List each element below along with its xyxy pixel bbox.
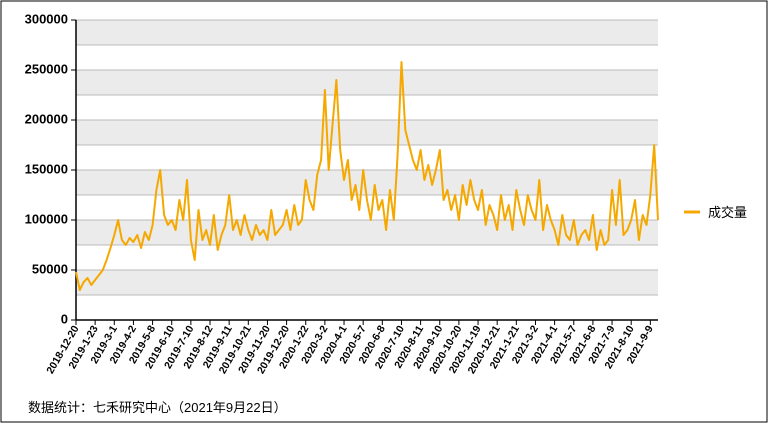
y-tick-label: 100000 xyxy=(25,211,68,226)
y-tick-label: 200000 xyxy=(25,111,68,126)
legend-label: 成交量 xyxy=(708,205,747,220)
y-tick-label: 150000 xyxy=(25,161,68,176)
grid-band xyxy=(76,120,658,145)
y-tick-label: 0 xyxy=(61,311,68,326)
grid-band xyxy=(76,270,658,295)
grid-band xyxy=(76,70,658,95)
y-tick-label: 300000 xyxy=(25,11,68,26)
footer: 数据统计：七禾研究中心（2021年9月22日） xyxy=(28,400,287,415)
y-tick-label: 50000 xyxy=(32,261,68,276)
grid-band xyxy=(76,170,658,195)
series-line xyxy=(75,61,659,291)
y-tick-label: 250000 xyxy=(25,61,68,76)
grid-band xyxy=(76,20,658,45)
